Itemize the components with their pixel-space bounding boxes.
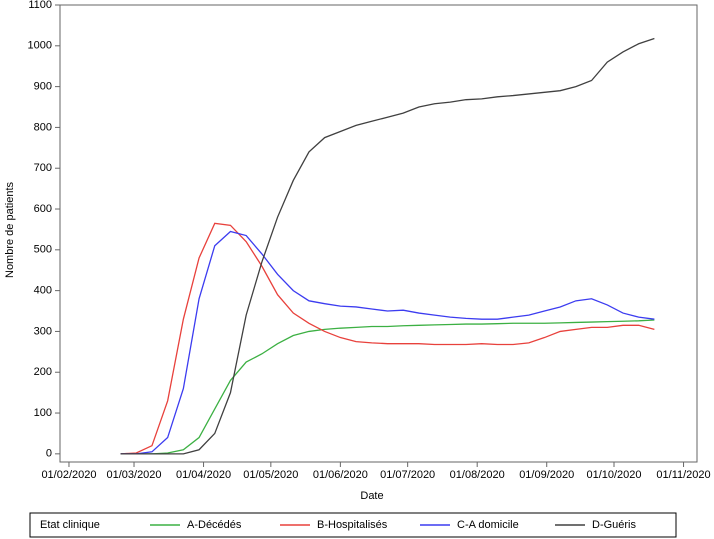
y-tick-label: 100 [34, 407, 52, 419]
y-tick-label: 800 [34, 121, 52, 133]
y-tick-label: 0 [46, 448, 52, 460]
series-line [120, 37, 655, 455]
y-tick-label: 600 [34, 203, 52, 215]
x-tick-label: 01/11/2020 [656, 469, 710, 481]
x-tick-label: 01/08/2020 [450, 469, 505, 481]
x-tick-label: 01/02/2020 [41, 469, 96, 481]
series-line [120, 319, 655, 455]
y-tick-label: 1000 [28, 40, 52, 52]
plot-frame [59, 4, 698, 463]
y-tick-label: 900 [34, 81, 52, 93]
x-tick-label: 01/03/2020 [106, 469, 161, 481]
legend-box [29, 512, 677, 538]
x-tick-label: 01/09/2020 [519, 469, 574, 481]
legend-label: A-Décédés [187, 519, 242, 531]
legend-label: D-Guéris [592, 519, 637, 531]
x-tick-label: 01/04/2020 [176, 469, 231, 481]
y-axis-label: Nombre de patients [4, 182, 16, 278]
legend-label: B-Hospitalisés [317, 519, 388, 531]
series-line [120, 222, 655, 455]
x-axis-label: Date [360, 490, 383, 502]
legend-title: Etat clinique [40, 519, 100, 531]
y-tick-label: 300 [34, 325, 52, 337]
y-tick-label: 1100 [28, 0, 52, 11]
y-tick-label: 400 [34, 285, 52, 297]
y-tick-label: 700 [34, 162, 52, 174]
x-tick-label: 01/10/2020 [586, 469, 641, 481]
y-tick-label: 500 [34, 244, 52, 256]
x-tick-label: 01/06/2020 [313, 469, 368, 481]
series-line [120, 230, 655, 455]
legend-label: C-A domicile [457, 519, 519, 531]
x-tick-label: 01/07/2020 [380, 469, 435, 481]
x-tick-label: 01/05/2020 [243, 469, 298, 481]
y-tick-label: 200 [34, 366, 52, 378]
